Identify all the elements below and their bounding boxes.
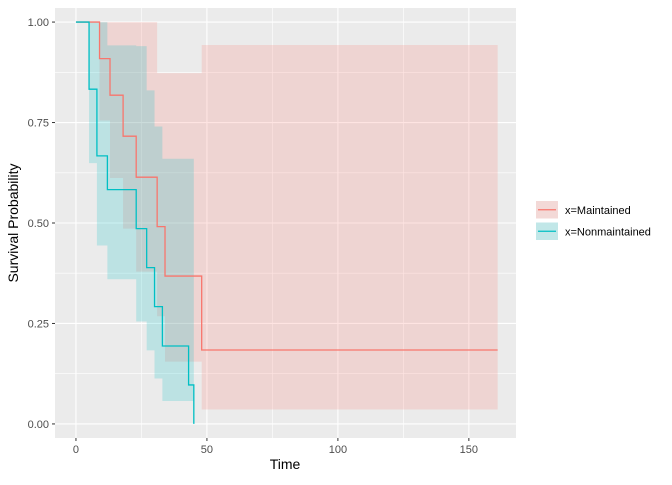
y-tick-label: 0.75	[28, 118, 49, 130]
legend: x=Maintained x=Nonmaintained	[536, 201, 651, 240]
survival-curves	[75, 21, 498, 424]
legend-label: x=Maintained	[565, 205, 631, 217]
y-tick-label: 0.50	[28, 218, 49, 230]
x-tick-label: 0	[73, 444, 79, 456]
confidence-band-maintained	[75, 22, 498, 410]
confidence-band-nonmaintained	[75, 22, 194, 424]
x-tick-label: 150	[460, 444, 478, 456]
grid-major	[55, 8, 516, 438]
legend-label: x=Nonmaintained	[565, 226, 651, 238]
survival-line-nonmaintained	[75, 21, 195, 424]
x-tick-label: 50	[201, 444, 213, 456]
confidence-bands	[75, 22, 498, 424]
survival-line-maintained	[75, 21, 498, 351]
y-tick-label: 1.00	[28, 17, 49, 29]
y-axis-title: Survival Probability	[5, 163, 21, 282]
y-tick-label: 0.00	[28, 419, 49, 431]
x-axis-title: Time	[270, 456, 301, 472]
axis-ticks	[52, 21, 470, 441]
x-tick-label: 100	[329, 444, 347, 456]
axis-tick-labels: 0 50 100 150 0.00 0.25 0.50 0.75 1.00	[28, 17, 478, 456]
y-tick-label: 0.25	[28, 318, 49, 330]
